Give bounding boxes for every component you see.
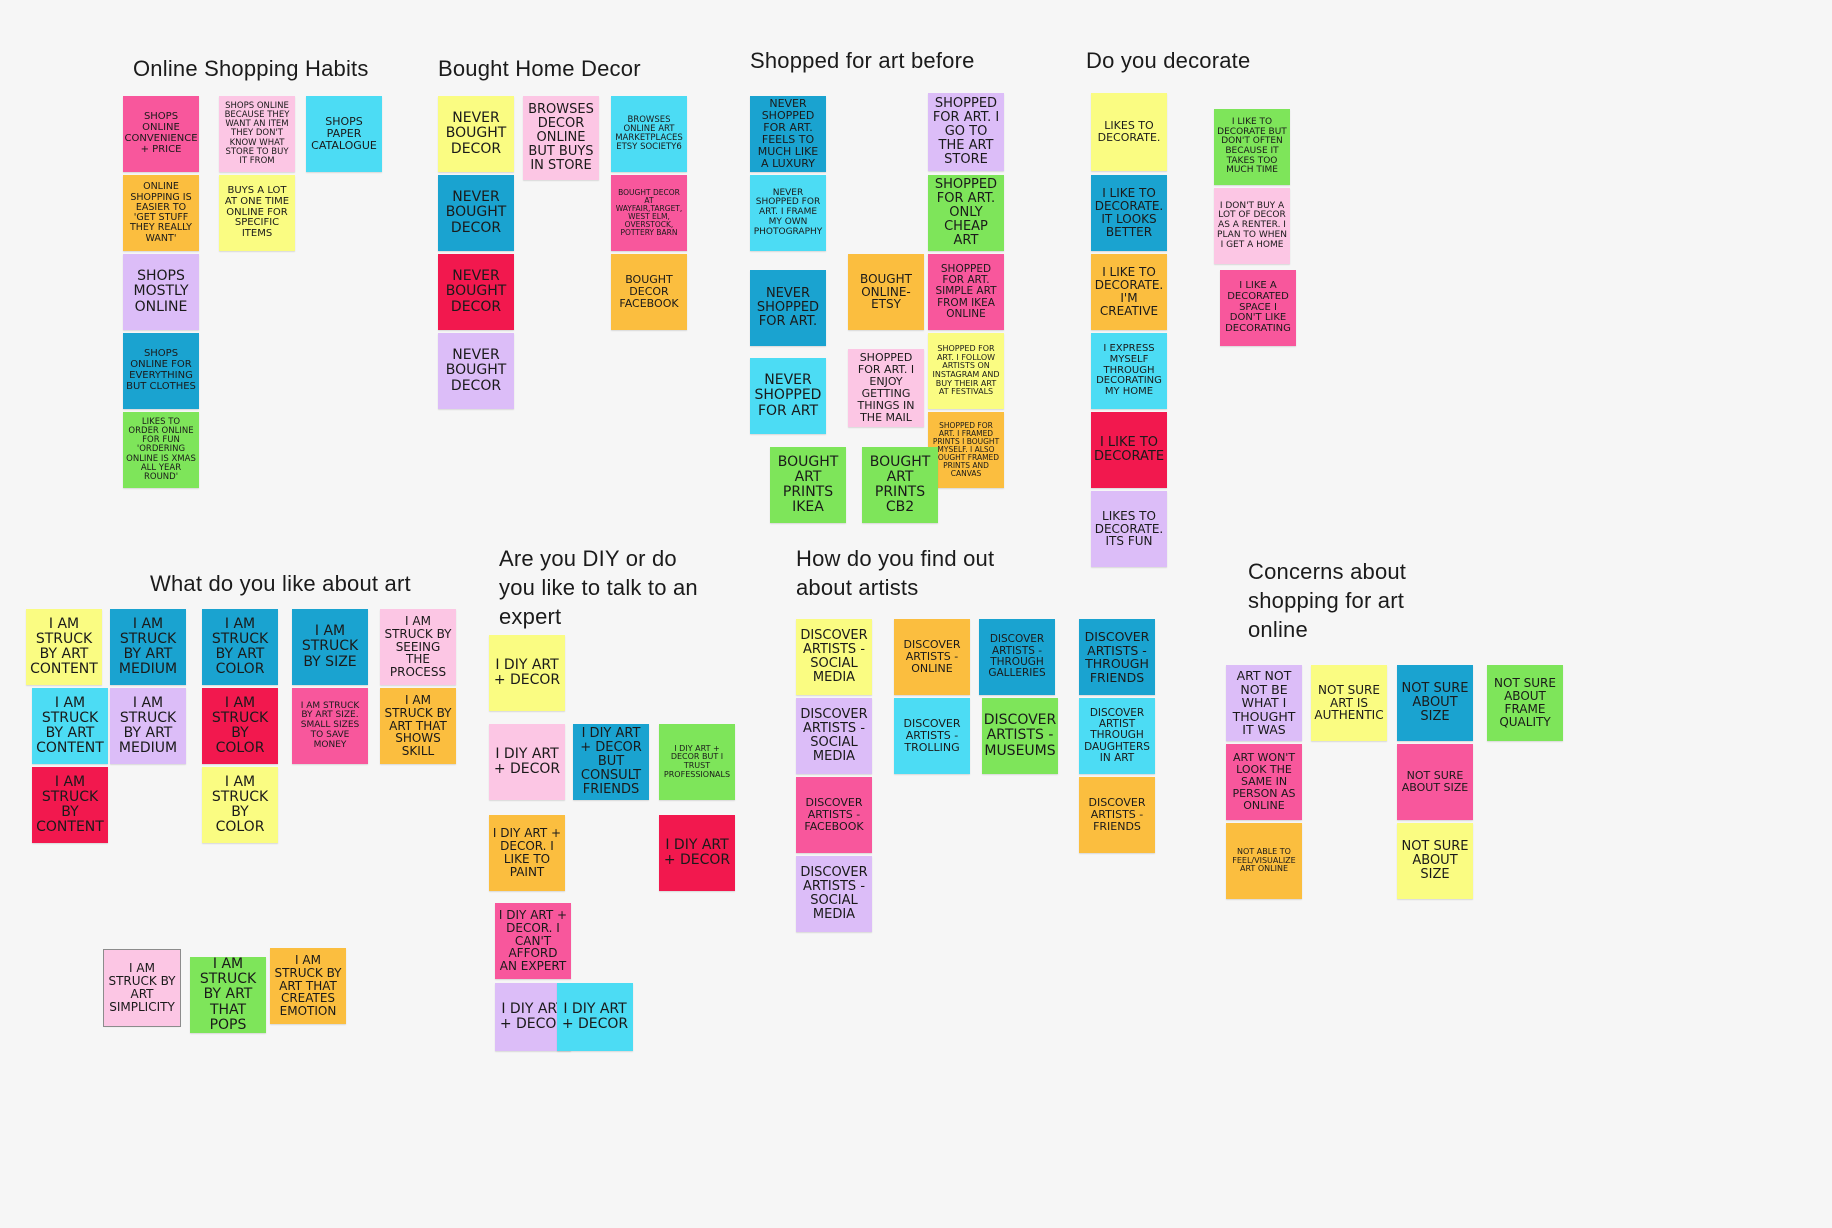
sticky-note[interactable]: Discover artists - through friends xyxy=(1079,619,1155,695)
sticky-note[interactable]: Not sure about size xyxy=(1397,823,1473,899)
sticky-note[interactable]: I am struck by art simplicity xyxy=(103,949,181,1027)
sticky-note[interactable]: I am struck by art medium xyxy=(110,609,186,685)
affinity-board: Online Shopping Habits Bought Home Decor… xyxy=(26,48,1563,1051)
sticky-note[interactable]: Shops online because they want an item t… xyxy=(219,96,295,172)
sticky-note[interactable]: I am struck by art medium xyxy=(110,688,186,764)
sticky-note[interactable]: Shopped for art. Simple art from Ikea on… xyxy=(928,254,1004,330)
sticky-note[interactable]: I express myself through decorating my h… xyxy=(1091,333,1167,409)
sticky-note[interactable]: Shopped for art. Only cheap art xyxy=(928,175,1004,251)
cluster-title-diy-or-expert: Are you DIY or do you like to talk to an… xyxy=(499,546,698,629)
sticky-note[interactable]: Art won't look the same in person as onl… xyxy=(1226,744,1302,820)
sticky-note[interactable]: Discover artists - Facebook xyxy=(796,777,872,853)
sticky-note[interactable]: Never shopped for art. xyxy=(750,270,826,346)
sticky-note[interactable]: Discover artists - trolling xyxy=(894,698,970,774)
cluster-title-decorate: Do you decorate xyxy=(1086,48,1251,73)
sticky-note[interactable]: I am struck by art that creates emotion xyxy=(270,948,346,1024)
sticky-note[interactable]: Shops online for everything but clothes xyxy=(123,333,199,409)
sticky-note[interactable]: Browses decor online but buys in store xyxy=(523,96,599,180)
sticky-note[interactable]: Likes to decorate. Its fun xyxy=(1091,491,1167,567)
cluster-title-shopped-art: Shopped for art before xyxy=(750,48,975,73)
sticky-note[interactable]: I don't buy a lot of decor as a renter. … xyxy=(1214,188,1290,264)
sticky-note[interactable]: Not sure about frame quality xyxy=(1487,665,1563,741)
cluster-title-home-decor: Bought Home Decor xyxy=(438,56,641,81)
sticky-note[interactable]: Never bought decor xyxy=(438,96,514,172)
sticky-note[interactable]: Never bought decor xyxy=(438,333,514,409)
sticky-note[interactable]: I am struck by art that shows skill xyxy=(380,688,456,764)
sticky-note[interactable]: I like to decorate. I'm creative xyxy=(1091,254,1167,330)
sticky-note[interactable]: Bought decor Facebook xyxy=(611,254,687,330)
sticky-note[interactable]: Shops mostly online xyxy=(123,254,199,330)
sticky-note[interactable]: I DIY art + decor xyxy=(557,983,633,1051)
sticky-note[interactable]: I DIY art + decor but I trust profession… xyxy=(659,724,735,800)
sticky-note[interactable]: Not sure about size xyxy=(1397,744,1473,820)
sticky-note[interactable]: I am struck by art color xyxy=(202,609,278,685)
sticky-note[interactable]: Buys a lot at one time online for specif… xyxy=(219,175,295,251)
sticky-note[interactable]: Shopped for art. I framed prints I bough… xyxy=(928,412,1004,488)
sticky-note[interactable]: I am struck by art content xyxy=(26,609,102,685)
sticky-note[interactable]: Shopped for art. I go to the art store xyxy=(928,93,1004,171)
sticky-note[interactable]: Never bought decor xyxy=(438,175,514,251)
sticky-note[interactable]: Discover artists - social media xyxy=(796,698,872,774)
sticky-note[interactable]: I DIY art + decor. I can't afford an exp… xyxy=(495,903,571,979)
sticky-note[interactable]: Shopped for art. I enjoy getting things … xyxy=(848,349,924,427)
sticky-note[interactable]: Not sure art is authentic xyxy=(1311,665,1387,741)
sticky-note[interactable]: I am struck by art that pops xyxy=(190,957,266,1033)
sticky-note[interactable]: I like to decorate. It looks better xyxy=(1091,175,1167,251)
sticky-note[interactable]: Not able to feel/visualize art online xyxy=(1226,823,1302,899)
sticky-note[interactable]: Bought online- Etsy xyxy=(848,254,924,330)
sticky-note[interactable]: I DIY art + decor but consult friends xyxy=(573,724,649,800)
sticky-note[interactable]: Never bought decor xyxy=(438,254,514,330)
cluster-title-like-about-art: What do you like about art xyxy=(150,571,411,596)
sticky-note[interactable]: Bought art prints Ikea xyxy=(770,447,846,523)
sticky-note[interactable]: Shopped for art. I follow artists on ins… xyxy=(928,333,1004,409)
sticky-note[interactable]: Bought art prints CB2 xyxy=(862,447,938,523)
sticky-note[interactable]: I DIY art + decor xyxy=(489,724,565,800)
sticky-note[interactable]: Bought decor at Wayfair,Target, West Elm… xyxy=(611,175,687,251)
sticky-note[interactable]: Not sure about size xyxy=(1397,665,1473,741)
sticky-note[interactable]: Discover artists - through galleries xyxy=(979,619,1055,695)
sticky-note[interactable]: I DIY art + decor xyxy=(659,815,735,891)
sticky-note[interactable]: Art not not be what I thought it was xyxy=(1226,665,1302,741)
sticky-note[interactable]: Online shopping is easier to 'get stuff … xyxy=(123,175,199,251)
sticky-note[interactable]: I am struck by art size. Small sizes to … xyxy=(292,688,368,764)
sticky-note[interactable]: I like a decorated space I don't like de… xyxy=(1220,270,1296,346)
sticky-note[interactable]: Discover artists - social media xyxy=(796,619,872,695)
sticky-note[interactable]: I am struck by size xyxy=(292,609,368,685)
sticky-note[interactable]: I am struck by seeing the process xyxy=(380,609,456,685)
sticky-note[interactable]: Likes to order online for fun 'ordering … xyxy=(123,412,199,488)
sticky-note[interactable]: Never shopped for art. Feels to much lik… xyxy=(750,96,826,172)
sticky-note[interactable]: I am struck by color xyxy=(202,688,278,764)
sticky-note[interactable]: Discover artist through daughters in art xyxy=(1079,698,1155,774)
sticky-note[interactable]: I DIY art + decor. I like to paint xyxy=(489,815,565,891)
sticky-note[interactable]: Never shopped for art. I frame my own ph… xyxy=(750,175,826,251)
sticky-note[interactable]: Shops paper catalogue xyxy=(306,96,382,172)
sticky-note[interactable]: Discover artists - friends xyxy=(1079,777,1155,853)
sticky-note[interactable]: I DIY art + decor xyxy=(489,635,565,711)
sticky-note[interactable]: Discover artists - online xyxy=(894,619,970,695)
sticky-note[interactable]: Discover artists - museums xyxy=(982,698,1058,774)
cluster-title-find-artists: How do you find out about artists xyxy=(796,546,995,600)
cluster-title-online-shopping: Online Shopping Habits xyxy=(133,56,369,81)
sticky-note[interactable]: Shops online convenience + price xyxy=(123,96,199,172)
sticky-note[interactable]: I am struck by color xyxy=(202,767,278,843)
sticky-note[interactable]: I am struck by content xyxy=(32,767,108,843)
sticky-note[interactable]: I am struck by art content xyxy=(32,688,108,764)
sticky-note[interactable]: Never shopped for art xyxy=(750,358,826,434)
sticky-note[interactable]: I like to decorate but don't often becau… xyxy=(1214,109,1290,185)
sticky-note[interactable]: Likes to decorate. xyxy=(1091,93,1167,171)
cluster-title-concerns: Concerns about shopping for art online xyxy=(1248,559,1407,642)
sticky-note[interactable]: I like to decorate xyxy=(1091,412,1167,488)
sticky-note[interactable]: Browses online art marketplaces Etsy Soc… xyxy=(611,96,687,172)
sticky-note[interactable]: Discover artists - social media xyxy=(796,856,872,932)
